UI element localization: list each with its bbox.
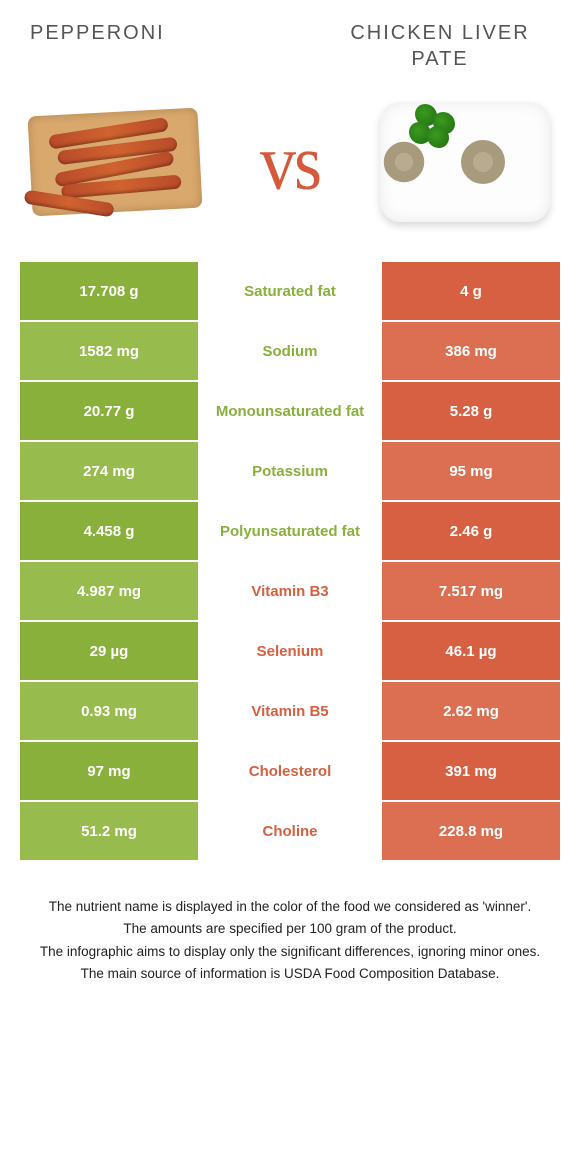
table-row: 97 mgCholesterol391 mg <box>20 742 560 802</box>
footer-notes: The nutrient name is displayed in the co… <box>0 862 580 984</box>
left-value: 97 mg <box>20 742 200 800</box>
nutrient-name: Polyunsaturated fat <box>200 502 380 560</box>
table-row: 20.77 gMonounsaturated fat5.28 g <box>20 382 560 442</box>
right-value: 95 mg <box>380 442 560 500</box>
nutrient-name: Choline <box>200 802 380 860</box>
table-row: 0.93 mgVitamin B52.62 mg <box>20 682 560 742</box>
left-value: 51.2 mg <box>20 802 200 860</box>
right-value: 5.28 g <box>380 382 560 440</box>
left-food-title: Pepperoni <box>30 20 165 46</box>
table-row: 29 µgSelenium46.1 µg <box>20 622 560 682</box>
left-value: 0.93 mg <box>20 682 200 740</box>
nutrient-name: Cholesterol <box>200 742 380 800</box>
pepperoni-image <box>20 92 210 232</box>
right-value: 7.517 mg <box>380 562 560 620</box>
footer-line: The infographic aims to display only the… <box>28 942 552 962</box>
hero-row: vs <box>0 82 580 262</box>
right-value: 391 mg <box>380 742 560 800</box>
table-row: 17.708 gSaturated fat4 g <box>20 262 560 322</box>
nutrient-name: Sodium <box>200 322 380 380</box>
header: Pepperoni Chicken Liver Pate <box>0 0 580 82</box>
right-food-title: Chicken Liver Pate <box>330 20 550 72</box>
table-row: 4.458 gPolyunsaturated fat2.46 g <box>20 502 560 562</box>
right-value: 46.1 µg <box>380 622 560 680</box>
footer-line: The nutrient name is displayed in the co… <box>28 897 552 917</box>
nutrient-name: Selenium <box>200 622 380 680</box>
nutrient-name: Vitamin B3 <box>200 562 380 620</box>
table-row: 51.2 mgCholine228.8 mg <box>20 802 560 862</box>
pate-image <box>370 92 560 232</box>
nutrient-name: Monounsaturated fat <box>200 382 380 440</box>
right-value: 386 mg <box>380 322 560 380</box>
left-value: 274 mg <box>20 442 200 500</box>
nutrient-name: Potassium <box>200 442 380 500</box>
right-value: 2.62 mg <box>380 682 560 740</box>
left-value: 29 µg <box>20 622 200 680</box>
right-value: 228.8 mg <box>380 802 560 860</box>
nutrient-name: Vitamin B5 <box>200 682 380 740</box>
right-value: 2.46 g <box>380 502 560 560</box>
footer-line: The main source of information is USDA F… <box>28 964 552 984</box>
table-row: 1582 mgSodium386 mg <box>20 322 560 382</box>
comparison-table: 17.708 gSaturated fat4 g1582 mgSodium386… <box>20 262 560 862</box>
left-value: 20.77 g <box>20 382 200 440</box>
table-row: 4.987 mgVitamin B37.517 mg <box>20 562 560 622</box>
left-value: 4.987 mg <box>20 562 200 620</box>
vs-label: vs <box>260 116 320 207</box>
left-value: 1582 mg <box>20 322 200 380</box>
table-row: 274 mgPotassium95 mg <box>20 442 560 502</box>
footer-line: The amounts are specified per 100 gram o… <box>28 919 552 939</box>
nutrient-name: Saturated fat <box>200 262 380 320</box>
right-value: 4 g <box>380 262 560 320</box>
left-value: 17.708 g <box>20 262 200 320</box>
left-value: 4.458 g <box>20 502 200 560</box>
